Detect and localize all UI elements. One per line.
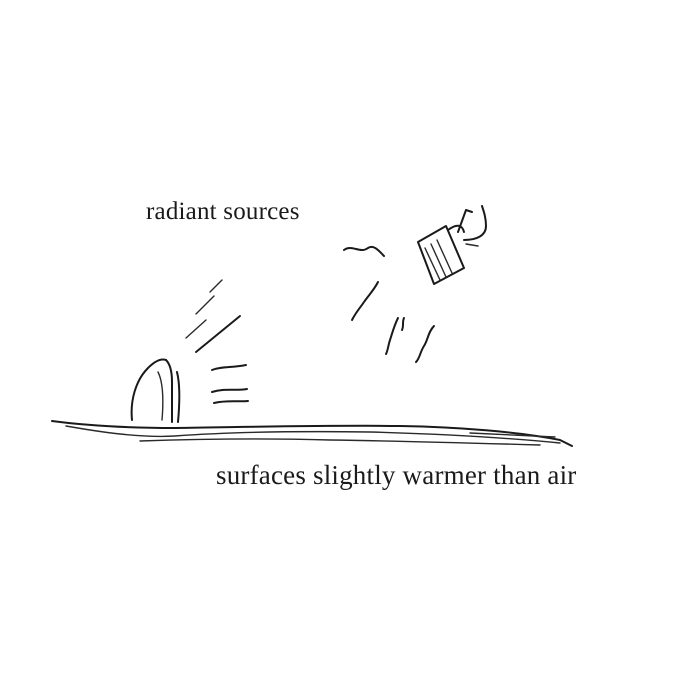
- human-figure: [130, 358, 181, 423]
- radiant-source-box: [417, 205, 487, 285]
- surfaces-warmer-label: surfaces slightly warmer than air: [216, 460, 577, 490]
- heat-waves: [343, 246, 435, 363]
- ground-surface: [51, 420, 573, 447]
- ray-lines-figure: [185, 279, 249, 404]
- radiant-sources-label: radiant sources: [146, 198, 300, 225]
